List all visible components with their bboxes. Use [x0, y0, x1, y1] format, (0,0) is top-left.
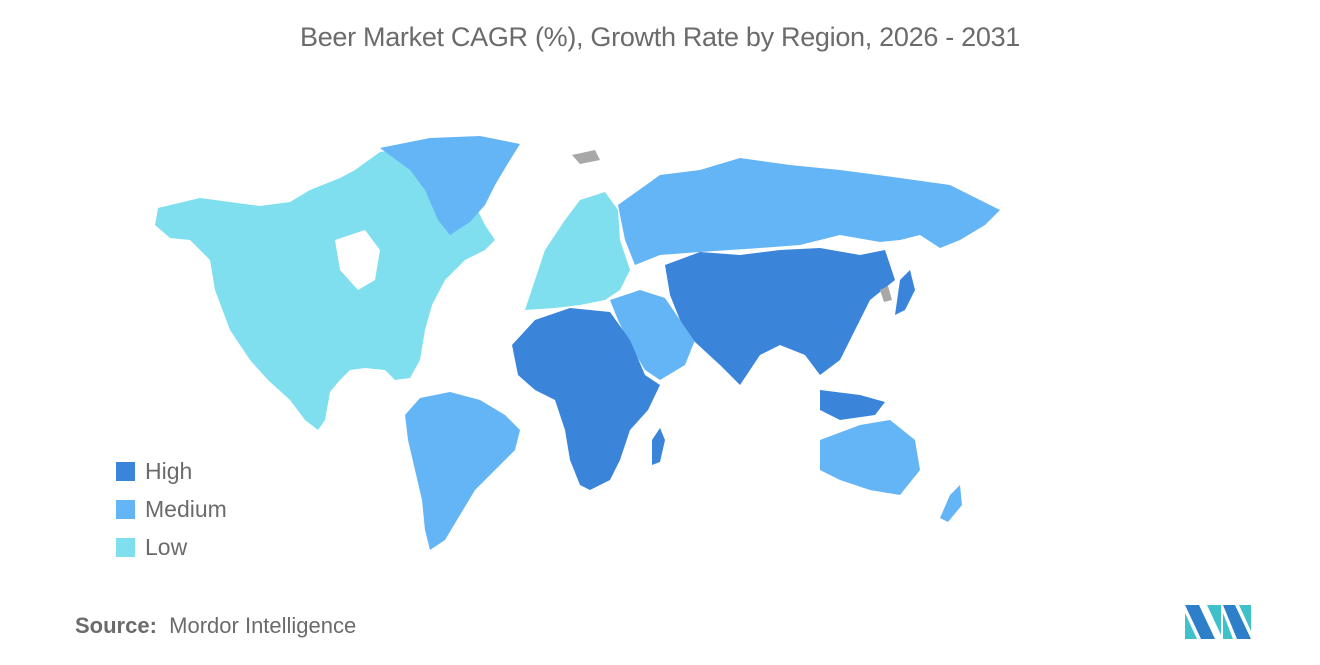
source-label: Source:: [75, 613, 157, 638]
legend-item-high: High: [116, 452, 227, 490]
region-russia: [618, 158, 1000, 265]
mordor-intelligence-logo-icon: [1185, 605, 1251, 639]
region-europe: [525, 192, 630, 310]
legend-label: Low: [145, 533, 188, 560]
region-middle-east: [610, 290, 695, 380]
source-line: Source: Mordor Intelligence: [75, 613, 356, 639]
chart-title: Beer Market CAGR (%), Growth Rate by Reg…: [299, 22, 1021, 52]
legend-swatch-high: [116, 461, 135, 481]
region-south-america: [405, 392, 520, 550]
legend-swatch-medium: [116, 499, 135, 519]
region-greenland: [380, 136, 520, 235]
legend-item-low: Low: [116, 528, 227, 566]
legend-label: High: [145, 457, 193, 484]
region-africa: [512, 308, 660, 490]
region-north-america: [155, 148, 495, 430]
region-asia: [665, 248, 895, 385]
source-value: Mordor Intelligence: [169, 613, 357, 638]
legend-item-medium: Medium: [116, 490, 227, 528]
world-map: [155, 136, 1000, 550]
legend-label: Medium: [145, 495, 227, 522]
legend: High Medium Low: [116, 452, 227, 566]
legend-swatch-low: [116, 537, 135, 557]
region-australia: [820, 420, 920, 495]
